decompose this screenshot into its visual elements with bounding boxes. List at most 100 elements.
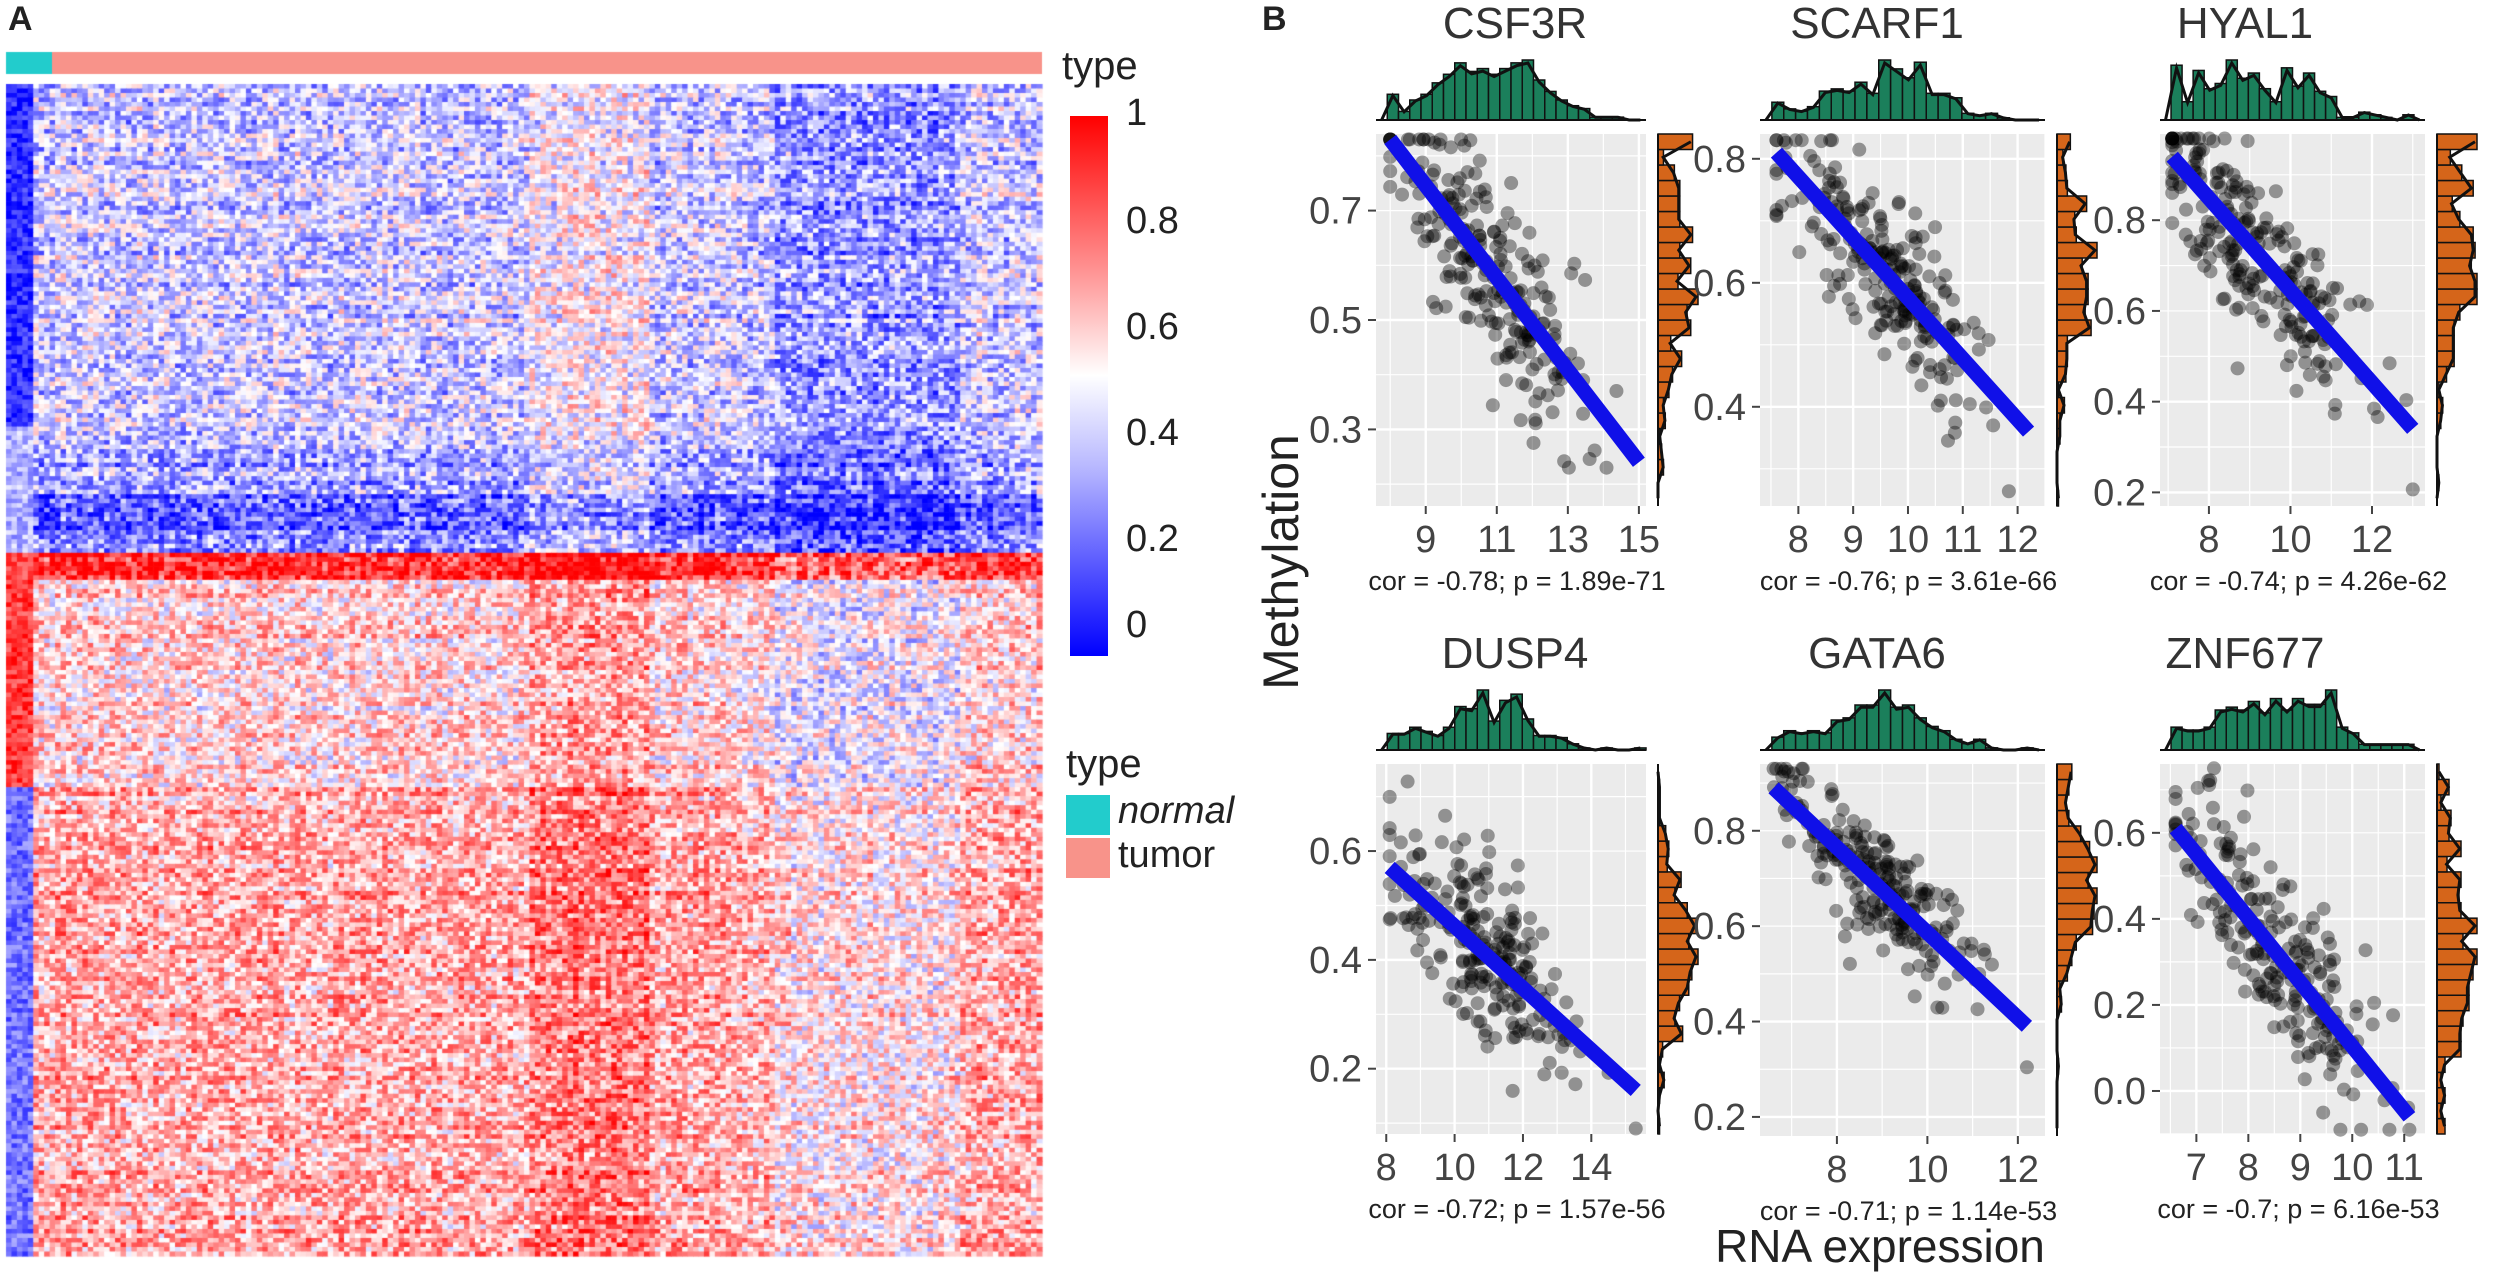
data-point <box>1840 268 1855 283</box>
data-point <box>1412 910 1427 925</box>
data-point <box>2169 134 2184 149</box>
data-point <box>2274 230 2289 245</box>
data-point <box>1862 912 1877 927</box>
data-point <box>2192 131 2207 146</box>
data-point <box>1507 910 1522 925</box>
data-point <box>2237 962 2252 977</box>
side-histogram-bar <box>1657 319 1692 337</box>
data-point <box>1928 220 1943 235</box>
data-point <box>2311 296 2326 311</box>
data-point <box>2290 264 2305 279</box>
data-point <box>1898 874 1913 889</box>
side-histogram-bar <box>1657 195 1681 213</box>
data-point <box>2256 314 2271 329</box>
data-point <box>1814 855 1829 870</box>
data-point <box>1548 966 1563 981</box>
data-point <box>1917 329 1932 344</box>
data-point <box>2231 940 2246 955</box>
data-point <box>2239 281 2254 296</box>
data-point <box>2289 383 2304 398</box>
data-point <box>1895 921 1910 936</box>
data-point <box>1382 821 1397 836</box>
data-point <box>1425 229 1440 244</box>
data-point <box>2382 1122 2397 1137</box>
data-point <box>1868 845 1883 860</box>
data-point <box>2320 930 2335 945</box>
data-point <box>1971 326 1986 341</box>
data-point <box>2240 783 2255 798</box>
data-point <box>1823 133 1838 148</box>
data-point <box>1498 259 1513 274</box>
data-point <box>2215 162 2230 177</box>
data-point <box>1547 367 1562 382</box>
data-point <box>1848 831 1863 846</box>
side-histogram-bar <box>2436 1040 2462 1058</box>
data-point <box>2165 177 2180 192</box>
data-point <box>1433 132 1448 147</box>
scatter-panel-znf677: ZNF677 7 8 9 10 11 0.0 0.2 0.4 0.6 cor = -0.7; p =… <box>2093 629 2478 1224</box>
data-point <box>1528 416 1543 431</box>
data-point <box>2221 841 2236 856</box>
data-point <box>1419 955 1434 970</box>
data-point <box>1407 907 1422 922</box>
data-point <box>2305 276 2320 291</box>
data-point <box>1822 180 1837 195</box>
data-point <box>1481 308 1496 323</box>
data-point <box>1924 948 1939 963</box>
regression-line <box>1384 861 1641 1097</box>
data-point <box>1917 886 1932 901</box>
data-point <box>2223 910 2238 925</box>
data-point <box>2205 897 2220 912</box>
data-point <box>1561 460 1576 475</box>
data-point <box>1410 943 1425 958</box>
top-histogram-bar <box>2225 706 2239 751</box>
data-point <box>2179 202 2194 217</box>
data-point <box>1460 913 1475 928</box>
data-point <box>1786 766 1801 781</box>
data-point <box>1444 236 1459 251</box>
top-histogram-bar <box>2192 729 2205 751</box>
data-point <box>1400 774 1415 789</box>
data-point <box>1438 892 1453 907</box>
data-point <box>2218 913 2233 928</box>
data-point <box>2264 966 2279 981</box>
data-point <box>1885 248 1900 263</box>
data-point <box>1450 175 1465 190</box>
data-point <box>2278 915 2293 930</box>
data-point <box>1814 226 1829 241</box>
data-point <box>2215 292 2230 307</box>
data-point <box>1872 919 1887 934</box>
data-point <box>1794 133 1809 148</box>
top-histogram-bar <box>1397 732 1411 751</box>
data-point <box>1522 955 1537 970</box>
data-point <box>1784 194 1799 209</box>
data-point <box>2325 307 2340 322</box>
side-histogram-bar <box>2436 133 2478 151</box>
data-point <box>1867 855 1882 870</box>
data-point <box>2326 973 2341 988</box>
data-point <box>2203 773 2218 788</box>
data-point <box>1861 921 1876 936</box>
data-point <box>1901 935 1916 950</box>
data-point <box>1486 225 1501 240</box>
data-point <box>2310 258 2325 273</box>
data-point <box>1477 182 1492 197</box>
data-point <box>1479 284 1494 299</box>
data-point <box>1506 1001 1521 1016</box>
data-point <box>1912 958 1927 973</box>
data-point <box>1454 132 1469 147</box>
data-point <box>2290 1000 2305 1015</box>
data-point <box>2217 239 2232 254</box>
data-point <box>2239 214 2254 229</box>
data-point <box>1433 950 1448 965</box>
data-point <box>2292 1028 2307 1043</box>
data-point <box>1464 198 1479 213</box>
data-point <box>1517 332 1532 347</box>
data-point <box>2366 401 2381 416</box>
side-density-curve <box>2055 771 2097 1129</box>
data-point <box>1460 877 1475 892</box>
data-point <box>1521 334 1536 349</box>
data-point <box>1515 942 1530 957</box>
data-point <box>1874 223 1889 238</box>
data-point <box>1937 285 1952 300</box>
